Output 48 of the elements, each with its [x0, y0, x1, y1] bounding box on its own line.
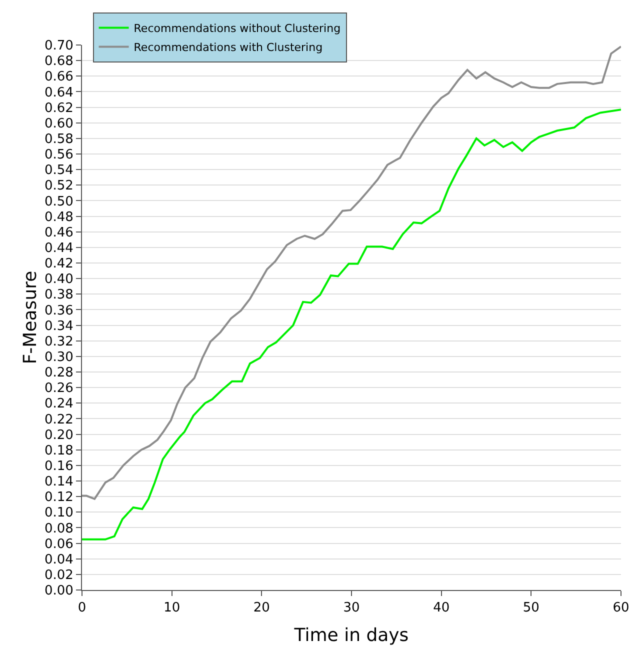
x-axis-title: Time in days — [293, 625, 409, 646]
y-tick-label: 0.38 — [44, 288, 74, 303]
x-tick-label: 40 — [433, 600, 450, 616]
x-tick-label: 60 — [612, 600, 630, 616]
y-tick-label: 0.34 — [44, 318, 74, 334]
y-tick-label: 0.30 — [44, 350, 74, 365]
y-tick-label: 0.20 — [44, 428, 74, 443]
y-tick-label: 0.50 — [44, 194, 74, 210]
y-tick-label: 0.46 — [44, 225, 74, 240]
y-tick-label: 0.44 — [44, 240, 74, 256]
line-series — [82, 108, 621, 540]
y-tick-label: 0.70 — [44, 38, 74, 54]
y-tick-label: 0.68 — [44, 54, 74, 70]
y-tick-label: 0.10 — [44, 506, 74, 521]
y-tick-label: 0.14 — [44, 474, 74, 490]
y-tick-label: 0.24 — [44, 396, 74, 412]
y-tick-label: 0.66 — [44, 70, 74, 85]
y-tick-label: 0.26 — [44, 381, 74, 396]
x-tick-label: 10 — [164, 600, 180, 616]
legend-label: Recommendations without Clustering — [134, 22, 341, 36]
y-tick-label: 0.02 — [44, 568, 74, 583]
y-tick-label: 0.22 — [44, 412, 74, 428]
y-tick-label: 0.06 — [44, 536, 74, 552]
y-tick-label: 0.58 — [44, 132, 74, 147]
y-tick-label: 0.12 — [44, 490, 74, 506]
y-axis-title: F-Measure — [20, 270, 41, 364]
y-tick-label: 0.32 — [44, 334, 74, 350]
legend-label: Recommendations with Clustering — [134, 41, 323, 54]
y-tick-label: 0.42 — [44, 256, 74, 272]
x-tick-label: 20 — [253, 600, 270, 616]
y-tick-label: 0.54 — [44, 163, 74, 178]
y-tick-label: 0.52 — [44, 178, 74, 194]
y-tick-label: 0.62 — [44, 100, 74, 116]
y-tick-label: 0.48 — [44, 210, 74, 225]
x-tick-label: 0 — [78, 600, 86, 616]
y-tick-label: 0.16 — [44, 458, 74, 474]
y-tick-label: 0.00 — [44, 584, 74, 599]
y-tick-label: 0.04 — [44, 552, 74, 568]
x-tick-label: 30 — [343, 600, 360, 616]
y-tick-label: 0.18 — [44, 443, 74, 458]
y-tick-label: 0.56 — [44, 148, 74, 163]
y-tick-label: 0.28 — [44, 366, 74, 381]
y-tick-label: 0.60 — [44, 116, 74, 132]
y-tick-label: 0.64 — [44, 85, 74, 100]
y-tick-label: 0.36 — [44, 303, 74, 318]
x-tick-label: 50 — [522, 600, 540, 616]
y-tick-label: 0.08 — [44, 521, 74, 536]
y-tick-label: 0.40 — [44, 272, 74, 288]
